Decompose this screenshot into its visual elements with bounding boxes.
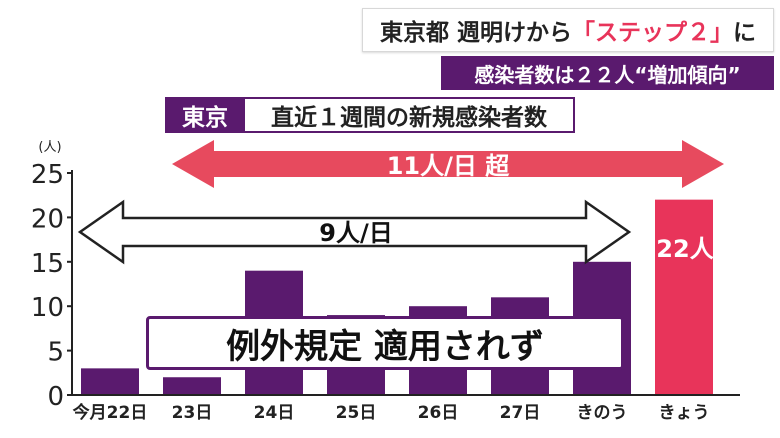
- headline-prefix: 東京都 週明けから: [379, 20, 572, 46]
- headline-box: 東京都 週明けから 「ステップ２」に: [362, 8, 774, 52]
- upper-arrow: 11人/日 超: [172, 140, 724, 188]
- x-tick-label-5: 27日: [500, 403, 541, 423]
- x-tick-label-7: きょう: [659, 403, 710, 423]
- exception-note: 例外規定 適用されず: [146, 316, 624, 370]
- y-tick-label-25: 25: [31, 160, 64, 190]
- bar-7: [655, 199, 713, 395]
- x-tick-label-0: 今月22日: [73, 402, 148, 423]
- x-tick-label-6: きのう: [577, 403, 628, 423]
- headline-highlight: 「ステップ２」: [572, 20, 733, 46]
- y-axis-unit-label: (人): [38, 140, 61, 155]
- chart-title-tag: 東京: [165, 97, 245, 133]
- chart-title: 直近１週間の新規感染者数: [245, 97, 575, 133]
- y-tick-label-20: 20: [31, 204, 64, 234]
- y-tick-label-15: 15: [31, 249, 64, 279]
- upper-arrow-label: 11人/日 超: [387, 152, 511, 180]
- y-tick-label-5: 5: [47, 338, 64, 368]
- lower-arrow-label: 9人/日: [319, 219, 392, 247]
- y-tick-label-0: 0: [47, 382, 64, 412]
- lower-arrow: 9人/日: [77, 199, 632, 265]
- x-tick-label-3: 25日: [336, 403, 377, 423]
- lower-arrow-shape: [77, 199, 632, 265]
- x-tick-label-4: 26日: [418, 403, 459, 423]
- subheadline-box: 感染者数は２２人“増加傾向”: [441, 56, 774, 90]
- headline-suffix: に: [733, 20, 756, 46]
- bar-0: [81, 368, 139, 395]
- y-tick-label-10: 10: [31, 293, 64, 323]
- axis-layer: 今月22日 23日 24日 25日 26日 27日 きのう きょう 0 5 10 15 20 25 (人): [31, 140, 740, 423]
- x-tick-label-2: 24日: [254, 403, 295, 423]
- x-tick-label-1: 23日: [172, 403, 213, 423]
- bar-1: [163, 377, 221, 395]
- today-bar-label: 22人: [656, 235, 713, 263]
- upper-arrow-shape: [172, 140, 724, 188]
